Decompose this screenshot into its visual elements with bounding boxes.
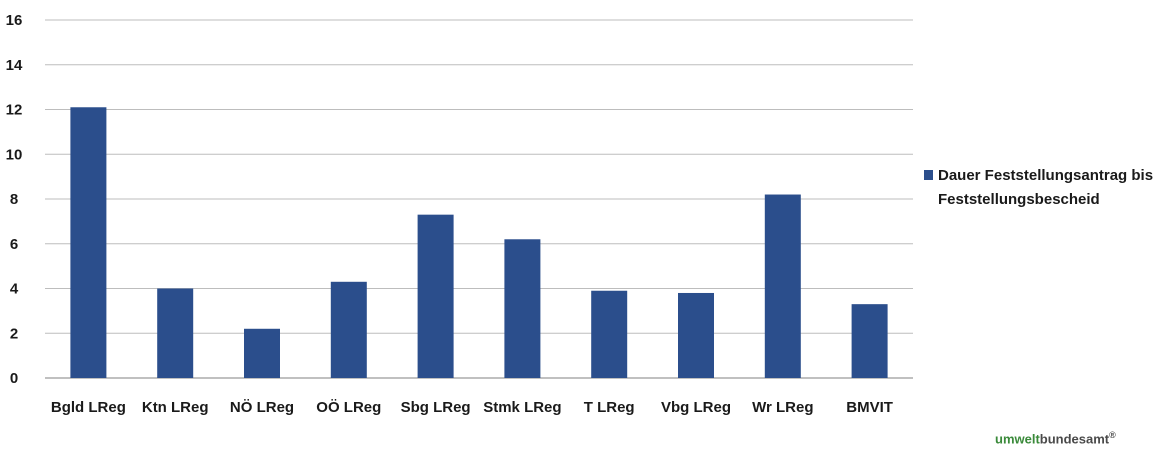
umweltbundesamt-logo: umweltbundesamt®: [995, 430, 1116, 446]
bar-4: [417, 214, 454, 378]
bar-9: [851, 304, 888, 378]
x-category-label-8: Wr LReg: [752, 399, 813, 416]
x-category-label-9: BMVIT: [846, 399, 893, 416]
y-tick-label-1: 2: [10, 325, 18, 342]
bar-3: [330, 281, 367, 378]
bar-6: [591, 290, 628, 378]
bar-1: [157, 288, 194, 378]
y-tick-label-3: 6: [10, 236, 18, 253]
x-category-label-5: Stmk LReg: [483, 399, 561, 416]
y-tick-label-2: 4: [10, 281, 19, 298]
y-tick-label-5: 10: [6, 146, 23, 163]
x-category-label-3: OÖ LReg: [316, 399, 381, 416]
x-category-label-6: T LReg: [584, 399, 635, 416]
bar-0: [70, 107, 107, 378]
x-category-label-2: NÖ LReg: [230, 399, 294, 416]
x-category-label-1: Ktn LReg: [142, 399, 209, 416]
bar-2: [244, 328, 280, 378]
bar-7: [678, 292, 714, 378]
legend-label: Dauer Feststellungsantrag bis Feststellu…: [938, 167, 1154, 208]
y-tick-label-8: 16: [6, 12, 23, 29]
x-category-label-4: Sbg LReg: [401, 399, 471, 416]
logo-part-umwelt: umwelt: [995, 431, 1040, 447]
x-category-label-7: Vbg LReg: [661, 399, 731, 416]
logo-registered-mark: ®: [1109, 430, 1116, 440]
y-tick-label-4: 8: [10, 191, 18, 208]
bar-8: [764, 194, 801, 378]
legend: Dauer Feststellungsantrag bis Feststellu…: [924, 164, 1174, 212]
logo-part-bundesamt: bundesamt: [1039, 431, 1110, 447]
y-tick-label-0: 0: [10, 370, 18, 387]
x-category-label-0: Bgld LReg: [51, 399, 126, 416]
bar-5: [504, 239, 541, 378]
y-tick-label-7: 14: [6, 57, 23, 74]
y-tick-label-6: 12: [6, 102, 23, 119]
legend-swatch: [924, 170, 933, 180]
